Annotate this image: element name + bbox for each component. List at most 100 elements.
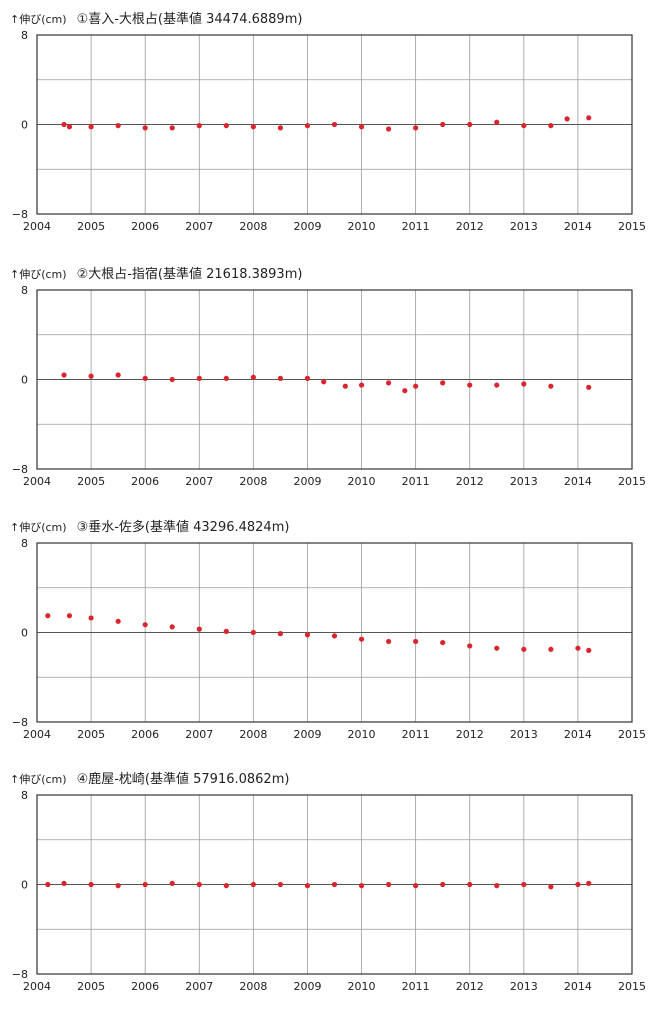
data-point [61, 880, 67, 886]
chart-title: ②大根占-指宿(基準値 21618.3893m) [76, 267, 303, 282]
data-point [413, 883, 419, 889]
data-point [548, 123, 554, 129]
data-point [66, 124, 73, 130]
x-tick-label: 2006 [131, 980, 159, 993]
data-point [45, 881, 51, 888]
data-point [169, 880, 175, 886]
chart-svg: 2004 2005 2006 2007 2008 2009 2010 2011 2012 2013… [12, 284, 646, 488]
x-tick-label: 2015 [618, 220, 646, 233]
y-tick-label: 0 [21, 627, 28, 640]
data-point [548, 383, 554, 389]
data-point [521, 381, 527, 387]
chart-svg: 2004 2005 2006 2007 2008 2009 2010 2011 2012 2013… [12, 29, 646, 233]
data-point [277, 125, 284, 131]
x-tick-label: 2009 [293, 980, 321, 993]
data-point [115, 123, 121, 129]
data-point [321, 379, 327, 385]
x-tick-label: 2008 [239, 475, 267, 488]
x-tick-label: 2013 [510, 980, 538, 993]
data-point [88, 615, 94, 621]
plot-frame [36, 542, 633, 723]
data-point [521, 123, 527, 129]
data-point [358, 883, 365, 889]
data-point [115, 883, 121, 889]
x-tick-label: 2014 [564, 475, 592, 488]
x-tick-label: 2010 [348, 220, 376, 233]
chart-title-row: ↑伸び(cm) ④鹿屋-枕崎(基準値 57916.0862m) [10, 768, 289, 787]
data-point [304, 123, 311, 129]
x-tick-label: 2005 [77, 980, 105, 993]
data-point [223, 883, 229, 889]
y-tick-label: 8 [21, 29, 28, 42]
y-axis-label: ↑伸び(cm) [10, 773, 67, 786]
x-tick-label: 2009 [293, 728, 321, 741]
data-point [142, 622, 148, 628]
x-tick-label: 2005 [77, 728, 105, 741]
x-tick-label: 2008 [239, 980, 267, 993]
data-point [494, 382, 500, 388]
data-point [342, 383, 348, 389]
chart-title-row: ↑伸び(cm) ③垂水-佐多(基準値 43296.4824m) [10, 516, 289, 535]
x-tick-label: 2006 [131, 728, 159, 741]
y-tick-label: 0 [21, 374, 28, 387]
plot-frame [36, 794, 633, 975]
x-tick-label: 2010 [348, 475, 376, 488]
x-tick-label: 2004 [23, 220, 51, 233]
plot-frame [36, 34, 633, 215]
data-point [385, 380, 392, 386]
y-tick-label: −8 [12, 463, 28, 476]
x-tick-label: 2010 [348, 728, 376, 741]
data-point [88, 373, 94, 379]
data-point [494, 645, 500, 651]
x-tick-label: 2010 [348, 980, 376, 993]
x-tick-label: 2013 [510, 728, 538, 741]
data-point [564, 116, 570, 122]
data-point [521, 881, 527, 888]
data-point [586, 647, 592, 653]
data-point [250, 124, 256, 130]
chart-panel-1: ↑伸び(cm) ①喜入-大根占(基準値 34474.6889m) 2004 2005… [0, 0, 665, 250]
chart-svg: 2004 2005 2006 2007 2008 2009 2010 2011 2012 2013… [12, 537, 646, 741]
x-tick-label: 2006 [131, 220, 159, 233]
chart-title: ④鹿屋-枕崎(基準値 57916.0862m) [76, 772, 290, 787]
data-point [142, 375, 148, 381]
data-point [440, 639, 446, 646]
data-point [196, 375, 202, 381]
chart-title: ③垂水-佐多(基準値 43296.4824m) [76, 520, 290, 535]
y-tick-label: −8 [12, 716, 28, 729]
data-point [250, 629, 256, 636]
chart-title-row: ↑伸び(cm) ②大根占-指宿(基準値 21618.3893m) [10, 263, 302, 282]
x-tick-label: 2012 [456, 728, 484, 741]
data-point [331, 121, 338, 128]
data-point [250, 374, 256, 380]
x-tick-label: 2014 [564, 980, 592, 993]
data-point [440, 121, 446, 128]
data-point [169, 125, 175, 131]
y-axis-label: ↑伸び(cm) [10, 521, 67, 534]
data-point [586, 115, 592, 121]
x-tick-label: 2012 [456, 475, 484, 488]
chart-title-row: ↑伸び(cm) ①喜入-大根占(基準値 34474.6889m) [10, 8, 302, 27]
data-point [66, 613, 73, 619]
data-point [115, 618, 121, 624]
x-tick-label: 2011 [402, 728, 430, 741]
x-tick-label: 2011 [402, 980, 430, 993]
y-tick-label: 0 [21, 119, 28, 132]
data-point [277, 631, 284, 637]
data-point [413, 383, 419, 389]
x-tick-label: 2012 [456, 220, 484, 233]
data-point [358, 382, 365, 388]
data-point [467, 382, 473, 388]
data-point [385, 638, 392, 645]
y-tick-label: 8 [21, 284, 28, 297]
y-axis-label: ↑伸び(cm) [10, 268, 67, 281]
x-tick-label: 2007 [185, 475, 213, 488]
data-point [413, 638, 419, 645]
chart-panel-4: ↑伸び(cm) ④鹿屋-枕崎(基準値 57916.0862m) 2004 2005 2… [0, 760, 665, 1010]
data-point [385, 126, 392, 132]
data-point [277, 881, 284, 888]
x-tick-label: 2009 [293, 475, 321, 488]
data-point [402, 388, 408, 394]
chart-panel-3: ↑伸び(cm) ③垂水-佐多(基準値 43296.4824m) 2004 2005 2… [0, 508, 665, 758]
chart-title: ①喜入-大根占(基準値 34474.6889m) [76, 12, 303, 27]
